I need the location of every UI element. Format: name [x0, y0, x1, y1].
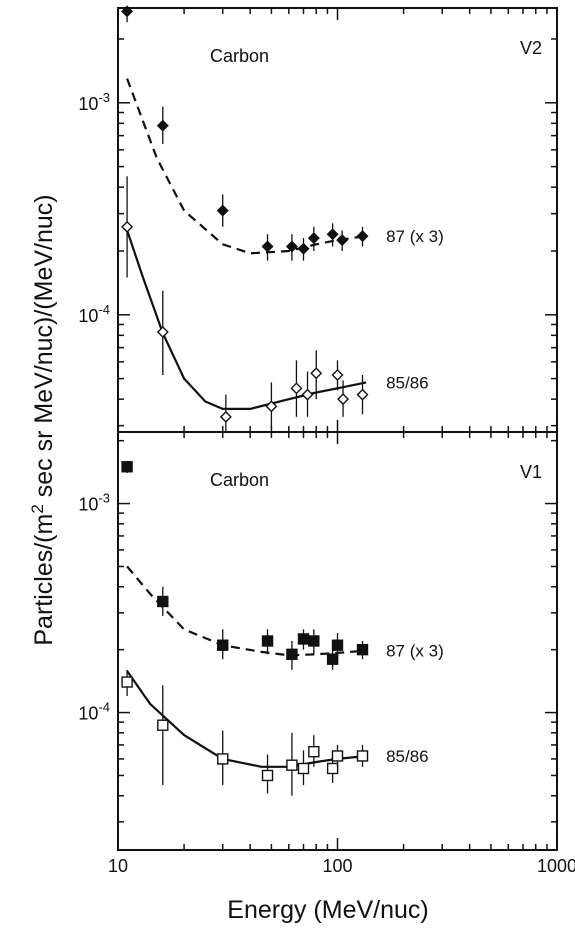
data-point — [337, 393, 350, 406]
series-open-square: 85/86 — [121, 669, 429, 796]
fit-curve — [126, 78, 367, 255]
data-point — [217, 639, 229, 651]
data-point — [356, 230, 369, 243]
x-axis-title: Energy (MeV/nuc) — [227, 896, 428, 924]
series-filled-diamond: 87 (x 3) — [121, 5, 444, 261]
series-label: 85/86 — [386, 373, 429, 392]
data-point — [156, 119, 169, 132]
data-point — [336, 234, 349, 247]
data-point — [308, 745, 320, 758]
data-point — [310, 367, 323, 380]
data-point — [121, 676, 133, 688]
x-tick-label: 1000 — [537, 856, 575, 876]
data-point — [157, 719, 169, 731]
data-point — [261, 240, 274, 253]
data-point — [307, 232, 320, 245]
data-point — [265, 400, 278, 413]
y-axis-title: Particles/(m2 sec sr MeV/nuc)/(MeV/nuc) — [28, 194, 59, 645]
data-point — [121, 5, 134, 18]
x-tick-label: 100 — [322, 856, 352, 876]
data-point — [326, 762, 339, 775]
data-point — [331, 369, 344, 381]
data-point — [261, 769, 274, 782]
data-point — [261, 635, 274, 647]
panel-element-label: Carbon — [210, 46, 269, 66]
data-point — [290, 382, 303, 395]
data-point — [297, 242, 310, 255]
y-tick-label: 10-4 — [78, 302, 110, 326]
data-point — [356, 643, 369, 656]
panels-layer: 10-3 10-4 Carbon V2 87 (x 3) 85/86 10-3 10-4 Car… — [78, 5, 558, 851]
data-point — [331, 639, 344, 651]
data-point — [297, 762, 310, 775]
series-label: 87 (x 3) — [386, 227, 444, 246]
data-point — [331, 750, 344, 762]
data-point — [301, 388, 314, 401]
series-open-diamond: 85/86 — [121, 176, 429, 432]
data-point — [356, 388, 369, 401]
data-point — [156, 325, 169, 338]
data-point — [326, 653, 339, 665]
data-point — [216, 204, 229, 217]
data-point — [308, 635, 320, 647]
y-tick-label: 10-3 — [78, 90, 110, 114]
x-axis-layer: 10 100 1000 — [108, 856, 575, 876]
panel-element-label: Carbon — [210, 470, 269, 490]
series-label: 85/86 — [386, 747, 429, 766]
data-point — [285, 240, 298, 253]
data-point — [157, 595, 169, 608]
series-filled-square: 87 (x 3) — [121, 460, 444, 670]
x-tick-label: 10 — [108, 856, 128, 876]
data-point — [297, 633, 310, 645]
data-point — [219, 410, 232, 423]
y-tick-label: 10-4 — [78, 700, 110, 724]
data-point — [121, 461, 133, 473]
panel-v1: 10-3 10-4 Carbon V1 87 (x 3) 85/86 — [78, 431, 558, 851]
fit-curve — [126, 670, 367, 768]
data-point — [356, 750, 369, 762]
y-tick-label: 10-3 — [78, 491, 110, 515]
series-label: 87 (x 3) — [386, 642, 444, 661]
data-point — [121, 220, 134, 233]
data-point — [326, 228, 339, 241]
panel-v2: 10-3 10-4 Carbon V2 87 (x 3) 85/86 — [78, 5, 558, 433]
fit-curve — [126, 230, 367, 410]
panel-id-label: V2 — [520, 38, 542, 58]
data-point — [286, 648, 298, 661]
data-point — [217, 753, 229, 765]
panel-id-label: V1 — [520, 462, 542, 482]
data-point — [286, 759, 298, 771]
